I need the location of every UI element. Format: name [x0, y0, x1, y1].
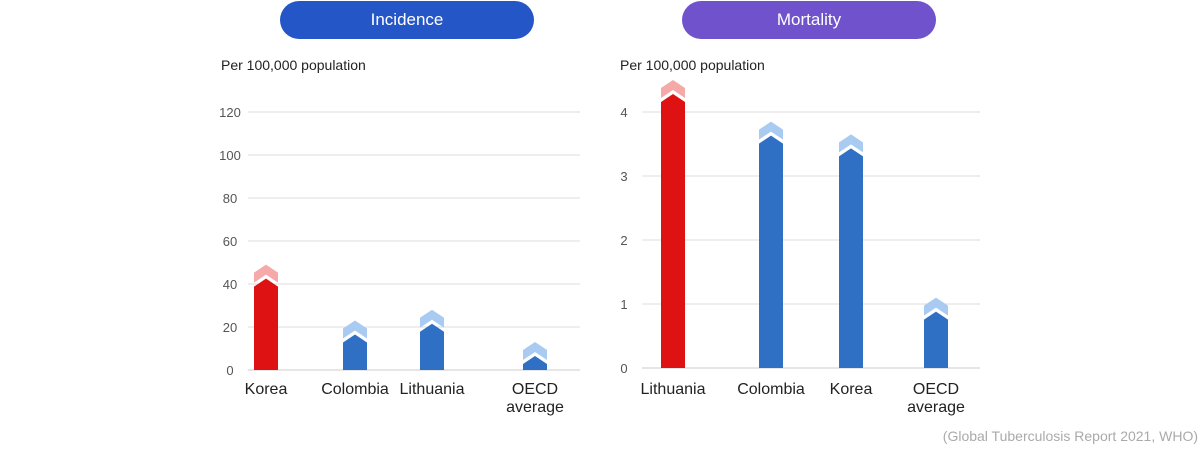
mortality-y-tick-label: 4 — [620, 105, 627, 120]
incidence-bar-arrow — [523, 342, 547, 361]
mortality-bar — [839, 148, 863, 368]
mortality-bar-arrow — [924, 297, 948, 316]
mortality-unit-label: Per 100,000 population — [620, 57, 765, 73]
mortality-category-label: OECD — [913, 381, 959, 398]
mortality-category-label: Lithuania — [641, 381, 706, 398]
mortality-y-tick-label: 3 — [620, 169, 627, 184]
mortality-title-pill: Mortality — [682, 1, 936, 39]
incidence-title-pill: Incidence — [280, 1, 534, 39]
source-note: (Global Tuberculosis Report 2021, WHO) — [942, 428, 1198, 444]
mortality-bar — [924, 311, 948, 368]
mortality-category-label: Korea — [830, 381, 873, 398]
incidence-y-tick-label: 20 — [223, 320, 237, 335]
incidence-y-tick-label: 100 — [219, 148, 241, 163]
incidence-category-label: Korea — [245, 381, 288, 398]
mortality-bar-arrow — [839, 134, 863, 153]
incidence-y-tick-label: 40 — [223, 277, 237, 292]
incidence-category-label: Lithuania — [400, 381, 465, 398]
mortality-y-tick-label: 1 — [620, 297, 627, 312]
incidence-bar — [343, 334, 367, 370]
incidence-category-label: average — [506, 399, 564, 416]
incidence-y-tick-label: 60 — [223, 234, 237, 249]
incidence-y-tick-label: 80 — [223, 191, 237, 206]
incidence-bar-arrow — [343, 320, 367, 339]
incidence-bar — [254, 278, 278, 370]
incidence-y-tick-label: 120 — [219, 105, 241, 120]
incidence-bar — [420, 323, 444, 370]
incidence-bar-arrow — [420, 309, 444, 328]
mortality-bar — [759, 135, 783, 368]
incidence-bar-arrow — [254, 264, 278, 283]
mortality-bar-arrow — [661, 80, 685, 98]
mortality-category-label: Colombia — [737, 381, 805, 398]
mortality-category-label: average — [907, 399, 965, 416]
incidence-y-tick-label: 0 — [226, 363, 233, 378]
incidence-category-label: Colombia — [321, 381, 389, 398]
mortality-y-tick-label: 2 — [620, 233, 627, 248]
incidence-unit-label: Per 100,000 population — [221, 57, 366, 73]
incidence-category-label: OECD — [512, 381, 558, 398]
incidence-bar — [523, 356, 547, 370]
mortality-bar-arrow — [759, 121, 783, 140]
mortality-bar — [661, 94, 685, 368]
mortality-y-tick-label: 0 — [620, 361, 627, 376]
